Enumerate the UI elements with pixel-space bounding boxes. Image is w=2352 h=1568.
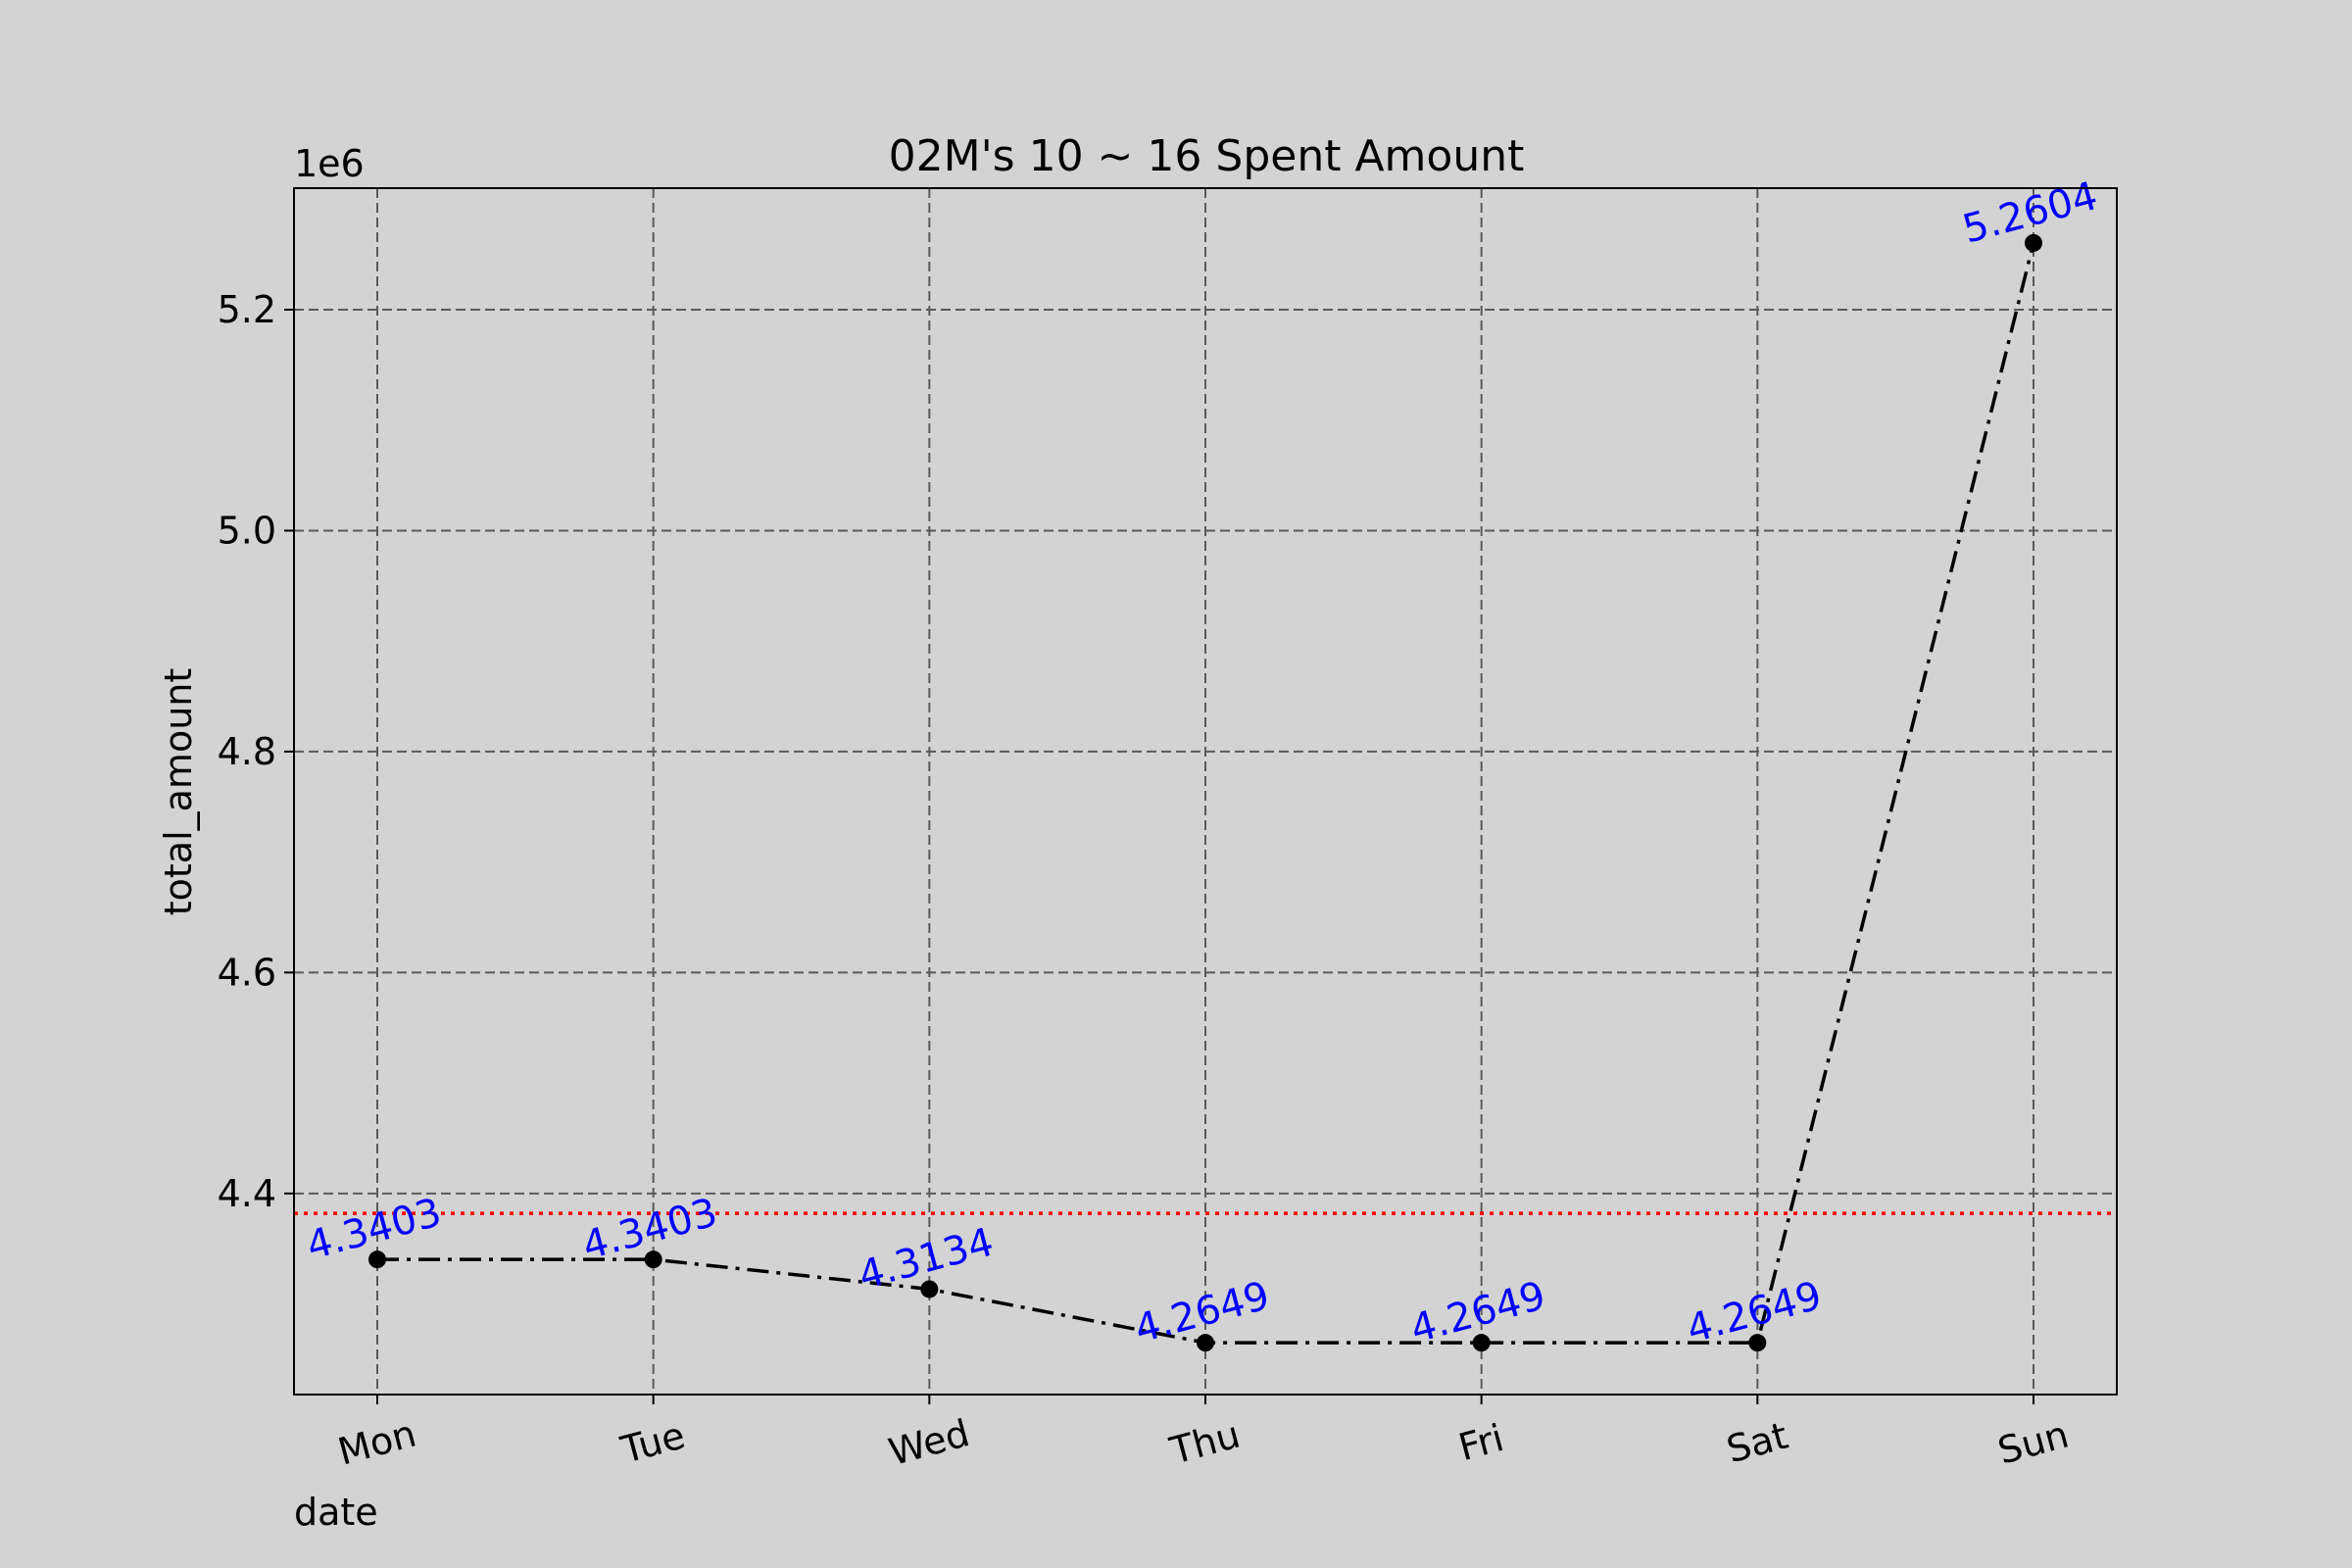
- x-tick-label: Thu: [1165, 1413, 1245, 1473]
- x-tick-label: Sun: [1993, 1412, 2073, 1472]
- grid-lines: [294, 188, 2117, 1395]
- data-point: [2025, 233, 2042, 252]
- y-tick-label: 5.2: [218, 288, 276, 331]
- chart-title: 02M's 10 ~ 16 Spent Amount: [889, 131, 1525, 181]
- x-tick-label: Fri: [1454, 1416, 1508, 1469]
- data-point: [1748, 1334, 1767, 1352]
- y-tick-label: 4.4: [218, 1172, 276, 1215]
- x-tick-label: Tue: [615, 1413, 689, 1472]
- y-tick-label: 5.0: [218, 509, 276, 552]
- series-group: [368, 233, 2042, 1352]
- data-point: [920, 1280, 939, 1298]
- data-point: [368, 1250, 386, 1269]
- y-tick-label: 4.8: [218, 730, 276, 773]
- plot-frame: [293, 187, 2118, 1396]
- x-tick-label: Mon: [333, 1411, 420, 1473]
- y-tick-label: 4.6: [218, 951, 276, 994]
- x-tick-label: Wed: [884, 1411, 973, 1474]
- x-tick-label: Sat: [1722, 1414, 1792, 1472]
- x-axis-label: date: [294, 1491, 378, 1534]
- y-axis-label: total_amount: [157, 668, 200, 916]
- y-offset-label: 1e6: [294, 142, 365, 185]
- data-point: [1472, 1334, 1491, 1352]
- data-point: [1197, 1334, 1214, 1352]
- data-point: [644, 1250, 662, 1269]
